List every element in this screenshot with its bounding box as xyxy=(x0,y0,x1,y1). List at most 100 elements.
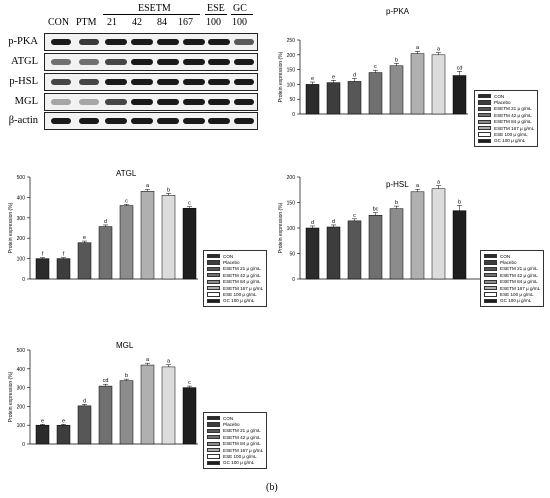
bar xyxy=(347,220,362,280)
significance-letter: c xyxy=(353,213,356,219)
legend-label: GC 100 μ g/mL xyxy=(500,298,532,304)
legend-label: ESE 100 μ g/mL xyxy=(223,454,257,460)
y-tick-label: 0 xyxy=(292,277,295,283)
legend-swatch xyxy=(207,416,220,421)
legend-swatch xyxy=(484,286,497,291)
legend-entry: CON xyxy=(207,253,263,259)
significance-letter: cd xyxy=(103,378,109,384)
legend-phsl: CON Placebo ESETM 21 μ g/mL ESETM 42 μ g/mL… xyxy=(480,250,545,308)
significance-letter: a xyxy=(416,183,420,189)
y-tick-label: 150 xyxy=(287,201,296,207)
bar xyxy=(161,366,176,445)
legend-label: Placebo xyxy=(223,422,240,428)
legend-label: ESETM 21 μ g/mL xyxy=(223,428,261,434)
legend-entry: ESETM 42 μ g/mL xyxy=(207,272,263,278)
wb-group-line-gc xyxy=(231,14,253,15)
bar xyxy=(98,226,113,280)
significance-letter: bc xyxy=(373,207,379,213)
bar xyxy=(56,258,71,280)
chart-phsl: p-HSL 0 50 100 150 200 Protein expression (%) d… xyxy=(278,175,480,283)
wb-col-label-con: CON xyxy=(48,17,70,28)
significance-letter: e xyxy=(83,235,86,241)
bar xyxy=(368,72,383,115)
legend-entry: ESETM 84 μ g/mL xyxy=(478,119,534,125)
significance-letter: a xyxy=(437,180,441,186)
legend-label: ESETM 167 μ g/mL xyxy=(500,285,541,291)
significance-letter: c xyxy=(374,64,377,70)
legend-entry: Placebo xyxy=(478,99,534,105)
wb-group-label-ese: ESE xyxy=(207,3,225,14)
legend-entry: ESETM 84 μ g/mL xyxy=(207,279,263,285)
y-tick-label: 300 xyxy=(17,386,26,392)
legend-swatch xyxy=(478,138,491,144)
legend-label: Placebo xyxy=(500,260,517,266)
bar xyxy=(326,82,341,115)
significance-letter: e xyxy=(311,76,314,82)
wb-row-label-phsl: p-HSL xyxy=(9,76,38,87)
chart-title: ATGL xyxy=(116,169,137,178)
y-tick-label: 0 xyxy=(292,112,295,118)
legend-label: CON xyxy=(223,415,234,421)
legend-entry: ESETM 42 μ g/mL xyxy=(207,434,263,440)
bar xyxy=(431,188,446,280)
legend-entry: ESETM 84 μ g/mL xyxy=(207,441,263,447)
legend-swatch xyxy=(207,435,220,440)
legend-swatch xyxy=(207,298,220,304)
legend-label: ESETM 21 μ g/mL xyxy=(223,266,261,272)
significance-letter: e xyxy=(41,418,44,424)
bar xyxy=(35,424,50,445)
bar xyxy=(305,227,320,280)
legend-swatch xyxy=(207,428,220,434)
y-axis-label: Protein expression (%) xyxy=(8,202,14,253)
significance-letter: d xyxy=(332,219,335,225)
significance-letter: c xyxy=(188,380,191,386)
wb-row-label-atgl: ATGL xyxy=(11,56,38,67)
y-tick-label: 400 xyxy=(17,195,26,201)
legend-swatch xyxy=(478,106,491,112)
legend-label: ESETM 42 μ g/mL xyxy=(223,272,261,278)
wb-panel-bactin xyxy=(44,112,258,130)
bar xyxy=(305,84,320,115)
legend-label: Placebo xyxy=(223,260,240,266)
bar xyxy=(410,191,425,280)
legend-swatch xyxy=(207,254,220,259)
legend-entry: Placebo xyxy=(207,259,263,265)
wb-group-label-esetm: ESETM xyxy=(138,3,171,14)
wb-col-label-84: 84 xyxy=(157,17,167,28)
legend-entry: CON xyxy=(484,253,540,259)
bar xyxy=(452,75,467,115)
chart-atgl: ATGL 0 100 200 300 400 500 Protein expression (… xyxy=(8,169,198,283)
significance-letter: d xyxy=(104,219,107,225)
y-tick-label: 50 xyxy=(289,97,295,103)
legend-label: ESE 100 μ g/mL xyxy=(500,292,534,298)
legend-label: ESE 100 μ g/mL xyxy=(223,292,257,298)
y-tick-label: 250 xyxy=(287,38,296,44)
y-axis-label: Protein expression (%) xyxy=(8,371,14,422)
significance-letter: b xyxy=(167,187,170,193)
legend-swatch xyxy=(484,266,497,272)
significance-letter: d xyxy=(353,72,356,78)
legend-label: ESETM 21 μ g/mL xyxy=(494,106,532,112)
significance-letter: a xyxy=(146,183,150,189)
legend-label: ESETM 42 μ g/mL xyxy=(223,434,261,440)
legend-swatch xyxy=(484,298,497,304)
legend-entry: ESETM 42 μ g/mL xyxy=(484,272,540,278)
wb-panel-phsl xyxy=(44,73,258,91)
legend-label: ESETM 167 μ g/mL xyxy=(223,447,264,453)
chart-mgl: MGL 0 100 200 300 400 500 Protein expression (%… xyxy=(8,341,198,448)
y-tick-label: 100 xyxy=(17,423,26,429)
legend-entry: ESE 100 μ g/mL xyxy=(207,291,263,297)
legend-mgl: CON Placebo ESETM 21 μ g/mL ESETM 42 μ g/mL… xyxy=(203,412,268,470)
y-tick-label: 500 xyxy=(17,348,26,354)
wb-col-label-100-ese: 100 xyxy=(206,17,221,28)
bar xyxy=(119,205,134,280)
legend-entry: ESE 100 μ g/mL xyxy=(484,291,540,297)
legend-label: ESETM 84 μ g/mL xyxy=(223,441,261,447)
legend-label: GC 100 μ g/mL xyxy=(223,298,255,304)
legend-entry: GC 100 μ g/mL xyxy=(478,138,534,144)
y-axis-label: Protein expression (%) xyxy=(278,202,284,253)
bar xyxy=(140,191,155,280)
legend-label: ESETM 42 μ g/mL xyxy=(494,112,532,118)
legend-swatch xyxy=(207,292,220,297)
legend-swatch xyxy=(478,132,491,137)
